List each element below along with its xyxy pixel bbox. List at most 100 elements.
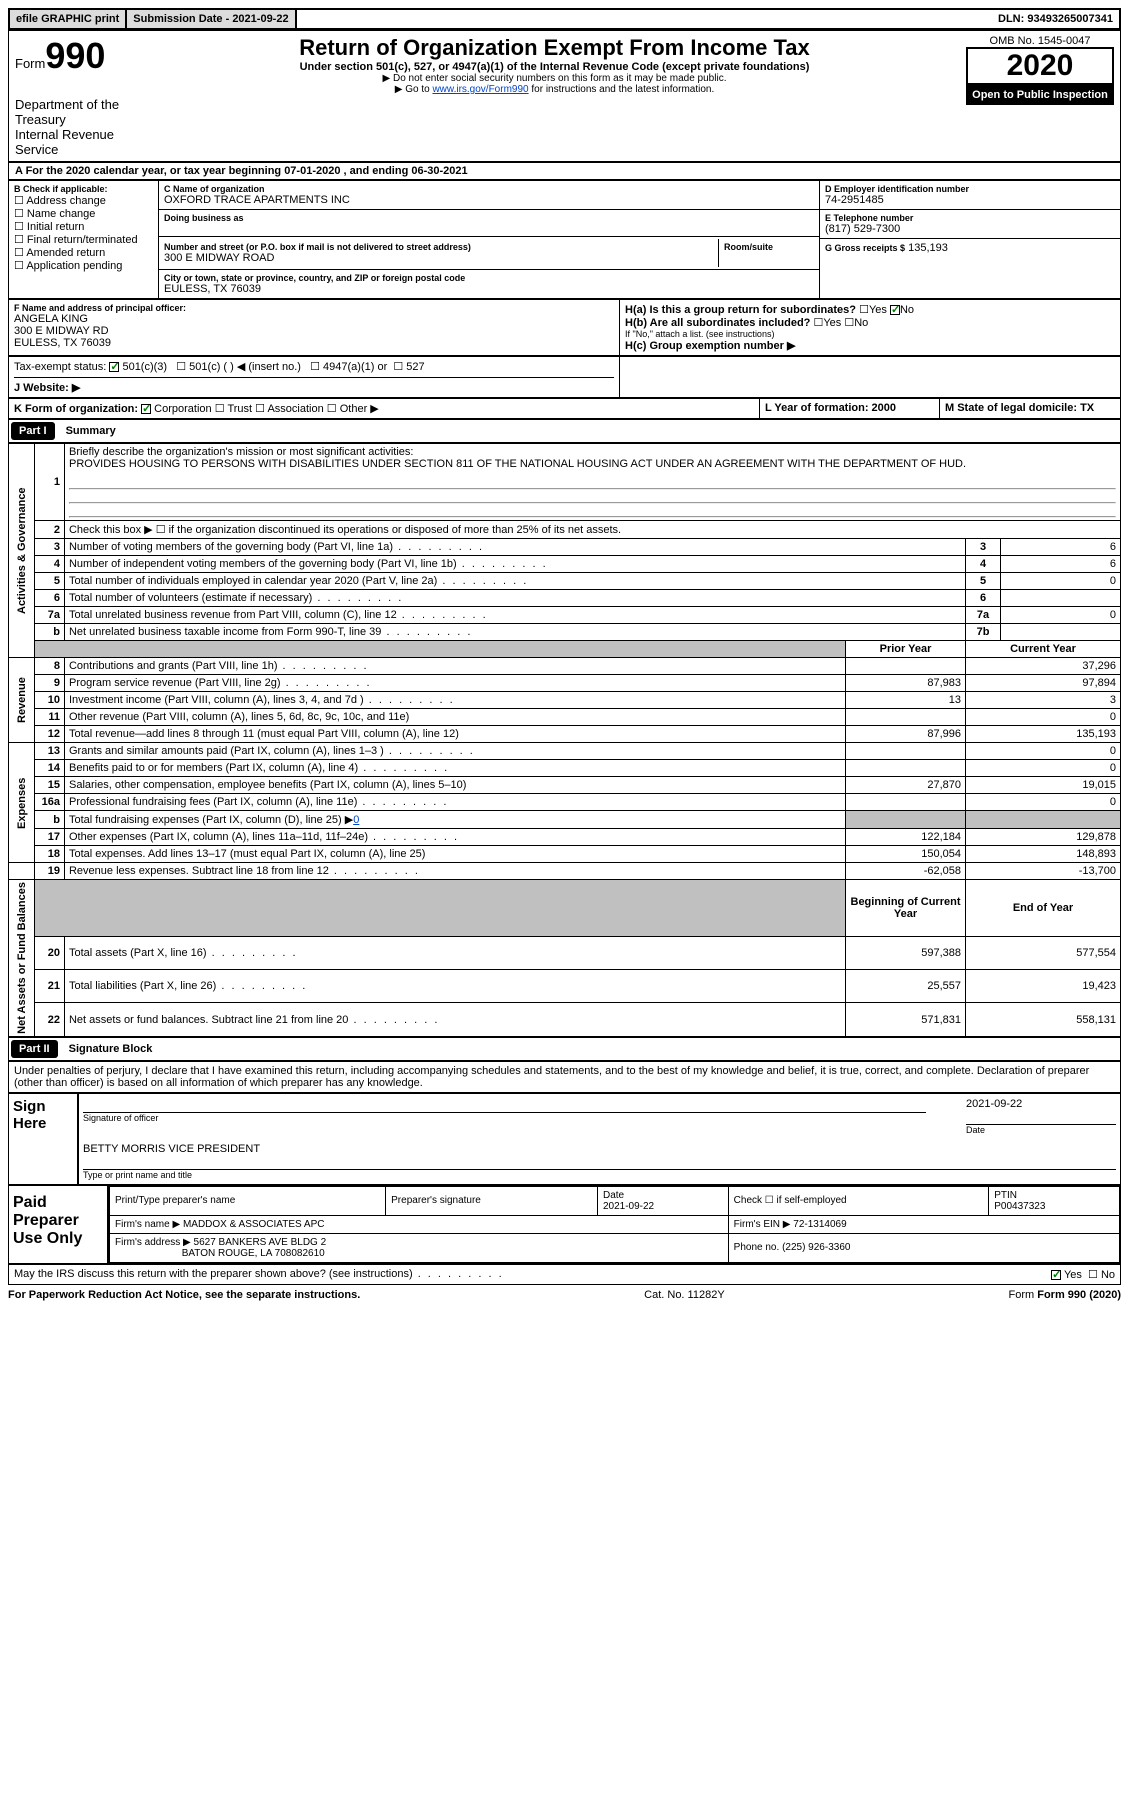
top-bar: efile GRAPHIC print Submission Date - 20… [8, 8, 1121, 30]
dln: DLN: 93493265007341 [992, 10, 1119, 28]
form-header: Form990 Department of the Treasury Inter… [8, 30, 1121, 162]
form-number-cell: Form990 Department of the Treasury Inter… [9, 31, 149, 161]
part2-title: Signature Block [69, 1043, 153, 1055]
hc-row: H(c) Group exemption number ▶ [625, 339, 1115, 352]
form-label: Form [15, 56, 45, 71]
box-h: H(a) Is this a group return for subordin… [620, 300, 1120, 355]
note-1: Do not enter social security numbers on … [155, 73, 954, 84]
year-cell: OMB No. 1545-0047 2020 Open to Public In… [960, 31, 1120, 161]
title-cell: Return of Organization Exempt From Incom… [149, 31, 960, 161]
part1-title: Summary [66, 425, 116, 437]
section-ij: Tax-exempt status: 501(c)(3) ☐ 501(c) ( … [8, 356, 1121, 398]
check-name-change[interactable]: ☐ Name change [14, 207, 153, 220]
irs-label: Internal Revenue Service [15, 127, 143, 157]
part2-badge: Part II [11, 1040, 58, 1058]
summary-table: Activities & Governance 1 Briefly descri… [8, 443, 1121, 1037]
box-deg: D Employer identification number 74-2951… [820, 181, 1120, 298]
street-address: 300 E MIDWAY ROAD [164, 252, 713, 264]
part1-badge: Part I [11, 422, 55, 440]
preparer-section: Paid Preparer Use Only Print/Type prepar… [8, 1185, 1121, 1264]
check-501c3[interactable] [109, 362, 119, 372]
firm-phone: (225) 926-3360 [782, 1242, 850, 1253]
addr-label: Number and street (or P.O. box if mail i… [164, 242, 713, 252]
note-2: ▶ Go to www.irs.gov/Form990 for instruct… [155, 84, 954, 95]
fundraising-link[interactable]: 0 [353, 814, 359, 826]
part1-header-row: Part I Summary [8, 419, 1121, 443]
sig-date: 2021-09-22 [966, 1098, 1116, 1110]
side-expenses: Expenses [9, 743, 35, 863]
room-suite-label: Room/suite [719, 239, 819, 267]
phone-label: E Telephone number [825, 213, 1115, 223]
sign-here-label: Sign Here [8, 1093, 78, 1185]
check-corporation[interactable] [141, 404, 151, 414]
k-cell: K Form of organization: Corporation ☐ Tr… [9, 399, 760, 418]
penalties-text: Under penalties of perjury, I declare th… [8, 1061, 1121, 1093]
phone-value: (817) 529-7300 [825, 223, 1115, 235]
box-b-label: B Check if applicable: [14, 184, 153, 194]
hb-row: H(b) Are all subordinates included? ☐Yes… [625, 316, 1115, 329]
efile-print-button[interactable]: efile GRAPHIC print [10, 10, 127, 28]
section-klm: K Form of organization: Corporation ☐ Tr… [8, 398, 1121, 419]
box-f: F Name and address of principal officer:… [9, 300, 620, 355]
ein-value: 74-2951485 [825, 194, 1115, 206]
discuss-yes-check[interactable] [1051, 1270, 1061, 1280]
open-to-public: Open to Public Inspection [966, 85, 1114, 105]
dba-label: Doing business as [164, 213, 814, 223]
firm-addr1: 5627 BANKERS AVE BLDG 2 [194, 1237, 327, 1248]
q2-text: Check this box ▶ ☐ if the organization d… [64, 521, 1120, 539]
discuss-row: May the IRS discuss this return with the… [8, 1264, 1121, 1285]
ha-no-check[interactable] [890, 305, 900, 315]
officer-addr2: EULESS, TX 76039 [14, 337, 614, 349]
tax-year: 2020 [966, 47, 1114, 85]
check-address-change[interactable]: ☐ Address change [14, 194, 153, 207]
footer-left: For Paperwork Reduction Act Notice, see … [8, 1289, 360, 1301]
dept-treasury: Department of the Treasury [15, 97, 143, 127]
begin-year-header: Beginning of Current Year [846, 880, 966, 937]
check-amended-return[interactable]: ☐ Amended return [14, 246, 153, 259]
current-year-header: Current Year [966, 641, 1121, 658]
sign-content: Signature of officer 2021-09-22Date BETT… [78, 1093, 1121, 1185]
side-netassets: Net Assets or Fund Balances [9, 880, 35, 1037]
mission-text: PROVIDES HOUSING TO PERSONS WITH DISABIL… [69, 458, 966, 470]
footer: For Paperwork Reduction Act Notice, see … [8, 1285, 1121, 1305]
side-revenue: Revenue [9, 658, 35, 743]
firm-ein: 72-1314069 [793, 1219, 846, 1230]
signature-section: Sign Here Signature of officer 2021-09-2… [8, 1093, 1121, 1185]
check-final-return[interactable]: ☐ Final return/terminated [14, 233, 153, 246]
sig-officer-label: Signature of officer [83, 1112, 926, 1123]
m-cell: M State of legal domicile: TX [940, 399, 1120, 418]
box-c: C Name of organization OXFORD TRACE APAR… [159, 181, 820, 298]
q1-cell: Briefly describe the organization's miss… [64, 444, 1120, 521]
end-year-header: End of Year [966, 880, 1121, 937]
officer-name: ANGELA KING [14, 313, 614, 325]
ha-row: H(a) Is this a group return for subordin… [625, 303, 1115, 316]
line-a: A For the 2020 calendar year, or tax yea… [8, 162, 1121, 180]
footer-mid: Cat. No. 11282Y [644, 1289, 725, 1301]
org-name: OXFORD TRACE APARTMENTS INC [164, 194, 814, 206]
hb-note: If "No," attach a list. (see instruction… [625, 329, 1115, 339]
firm-name: MADDOX & ASSOCIATES APC [183, 1219, 325, 1230]
section-fh: F Name and address of principal officer:… [8, 299, 1121, 356]
check-initial-return[interactable]: ☐ Initial return [14, 220, 153, 233]
city-label: City or town, state or province, country… [164, 273, 814, 283]
footer-right: Form Form 990 (2020) [1009, 1289, 1122, 1301]
form-number: 990 [45, 35, 105, 76]
gross-receipts-value: 135,193 [908, 242, 948, 254]
gross-receipts-label: G Gross receipts $ [825, 243, 905, 253]
website-row: J Website: ▶ [14, 377, 614, 394]
submission-date: Submission Date - 2021-09-22 [127, 10, 296, 28]
self-employed-check[interactable]: Check ☐ if self-employed [728, 1186, 989, 1215]
l-cell: L Year of formation: 2000 [760, 399, 940, 418]
tax-exempt-row: Tax-exempt status: 501(c)(3) ☐ 501(c) ( … [9, 357, 620, 397]
omb-number: OMB No. 1545-0047 [966, 35, 1114, 47]
irs-link[interactable]: www.irs.gov/Form990 [432, 84, 528, 95]
prior-year-header: Prior Year [846, 641, 966, 658]
section-bcdefg: B Check if applicable: ☐ Address change … [8, 180, 1121, 299]
city-state-zip: EULESS, TX 76039 [164, 283, 814, 295]
check-application-pending[interactable]: ☐ Application pending [14, 259, 153, 272]
preparer-label: Paid Preparer Use Only [8, 1185, 108, 1264]
ptin-value: P00437323 [994, 1201, 1045, 1212]
officer-addr1: 300 E MIDWAY RD [14, 325, 614, 337]
side-activities: Activities & Governance [9, 444, 35, 658]
subtitle: Under section 501(c), 527, or 4947(a)(1)… [155, 61, 954, 73]
